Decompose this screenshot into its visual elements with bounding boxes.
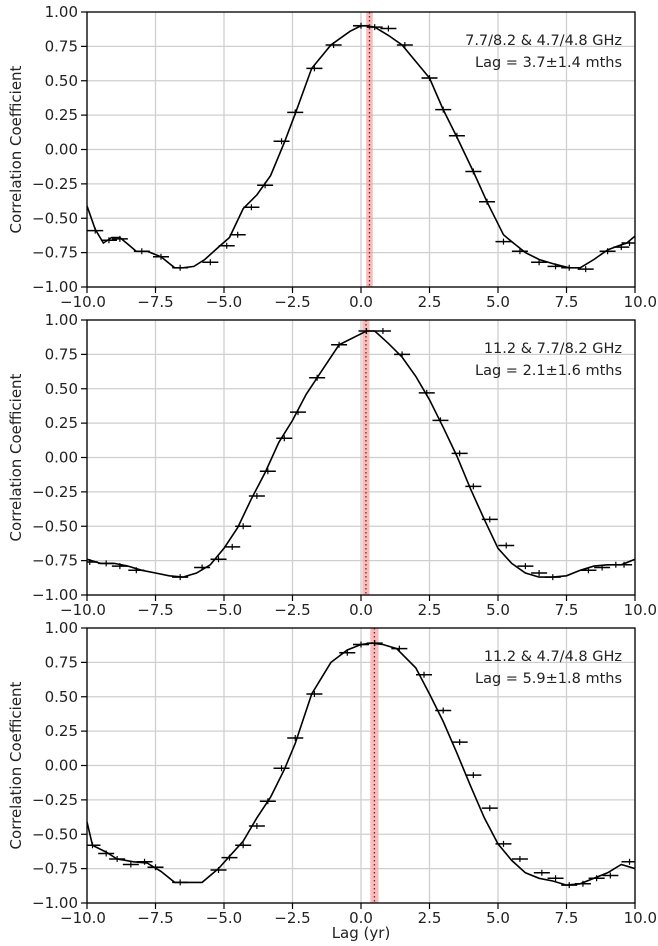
x-tick-label: 5.0 <box>486 601 510 619</box>
y-axis-label: Correlation Coefficient <box>7 65 25 233</box>
x-tick-label: −5.0 <box>206 909 242 927</box>
y-tick-label: −0.75 <box>32 860 78 878</box>
y-tick-label: 0.00 <box>45 449 78 467</box>
panel-annotation-line-1: 11.2 & 7.7/8.2 GHz <box>484 341 622 357</box>
y-tick-label: 0.50 <box>45 72 78 90</box>
x-tick-label: −2.5 <box>274 909 310 927</box>
y-tick-label: 0.75 <box>45 653 78 671</box>
x-tick-label: 10.0 <box>624 601 657 619</box>
x-tick-label: 5.0 <box>486 293 510 311</box>
plot-area <box>87 328 635 581</box>
x-tick-label: 2.5 <box>418 601 442 619</box>
x-tick-label: −10.0 <box>60 601 106 619</box>
y-tick-label: −0.25 <box>32 791 78 809</box>
x-tick-label: 10.0 <box>624 909 657 927</box>
panel-annotation-line-2: Lag = 5.9±1.8 mths <box>475 671 622 687</box>
y-tick-label: 0.75 <box>45 37 78 55</box>
y-tick-label: −0.25 <box>32 483 78 501</box>
y-tick-label: −0.50 <box>32 209 78 227</box>
y-tick-label: 0.50 <box>45 380 78 398</box>
y-tick-label: −1.00 <box>32 278 78 296</box>
panel-annotation-line-1: 7.7/8.2 & 4.7/4.8 GHz <box>465 33 622 49</box>
x-tick-label: 5.0 <box>486 909 510 927</box>
x-tick-label: 7.5 <box>555 909 579 927</box>
y-tick-label: 0.25 <box>45 722 78 740</box>
x-tick-label: −7.5 <box>137 601 173 619</box>
plot-area <box>87 640 635 889</box>
x-tick-label: −7.5 <box>137 293 173 311</box>
y-tick-label: 1.00 <box>45 3 78 21</box>
y-tick-label: 0.50 <box>45 688 78 706</box>
y-tick-label: 0.75 <box>45 345 78 363</box>
correlation-curve <box>87 25 635 269</box>
x-tick-label: −5.0 <box>206 601 242 619</box>
y-tick-label: 1.00 <box>45 311 78 329</box>
x-tick-label: 0.0 <box>349 601 373 619</box>
plot-area <box>87 22 635 273</box>
y-tick-label: −1.00 <box>32 894 78 912</box>
x-tick-label: −7.5 <box>137 909 173 927</box>
y-tick-label: −1.00 <box>32 586 78 604</box>
x-tick-label: 0.0 <box>349 293 373 311</box>
x-tick-label: −2.5 <box>274 293 310 311</box>
x-tick-label: 2.5 <box>418 293 442 311</box>
chart-panel-2: −10.0 −7.5 −5.0 −2.5 0.0 2.5 5.0 7.5 10.0 −1.00 −0… <box>7 311 657 619</box>
y-tick-label: 0.25 <box>45 106 78 124</box>
y-tick-label: −0.50 <box>32 517 78 535</box>
y-tick-label: 1.00 <box>45 619 78 637</box>
y-tick-label: −0.25 <box>32 175 78 193</box>
x-tick-label: −5.0 <box>206 293 242 311</box>
y-tick-label: −0.50 <box>32 825 78 843</box>
x-tick-label: −2.5 <box>274 601 310 619</box>
y-axis-label: Correlation Coefficient <box>7 373 25 541</box>
y-tick-label: 0.00 <box>45 141 78 159</box>
x-tick-label: −10.0 <box>60 909 106 927</box>
y-tick-label: −0.75 <box>32 244 78 262</box>
x-tick-label: 10.0 <box>624 293 657 311</box>
x-tick-label: 2.5 <box>418 909 442 927</box>
x-tick-label: 7.5 <box>555 293 579 311</box>
chart-panel-3: −10.0 −7.5 −5.0 −2.5 0.0 2.5 5.0 7.5 10.0 −1.00 −0… <box>7 619 657 942</box>
y-tick-label: −0.75 <box>32 552 78 570</box>
x-tick-label: 0.0 <box>349 909 373 927</box>
y-tick-label: 0.25 <box>45 414 78 432</box>
y-axis-label: Correlation Coefficient <box>7 681 25 849</box>
chart-panel-1: −10.0 −7.5 −5.0 −2.5 0.0 2.5 5.0 7.5 10.0 −1.00 −0… <box>7 3 657 311</box>
x-tick-label: −10.0 <box>60 293 106 311</box>
panel-annotation-line-2: Lag = 2.1±1.6 mths <box>475 363 622 379</box>
panel-annotation-line-2: Lag = 3.7±1.4 mths <box>475 55 622 71</box>
x-axis-label: Lag (yr) <box>332 924 391 942</box>
panel-annotation-line-1: 11.2 & 4.7/4.8 GHz <box>484 649 622 665</box>
y-tick-label: 0.00 <box>45 757 78 775</box>
x-tick-label: 7.5 <box>555 601 579 619</box>
